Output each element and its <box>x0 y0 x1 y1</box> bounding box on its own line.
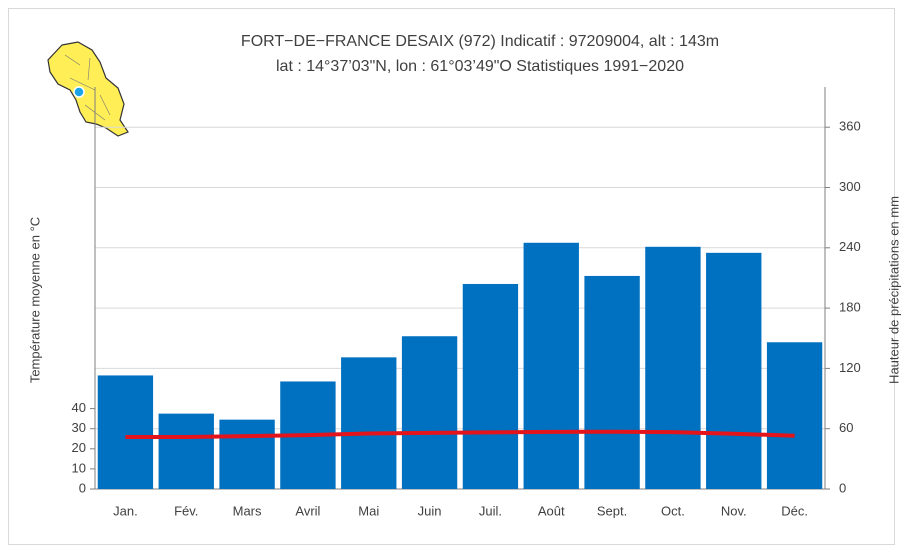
y-tick-label: 20 <box>72 440 86 455</box>
chart-title: FORT−DE−FRANCE DESAIX (972) Indicatif : … <box>241 33 719 50</box>
bar <box>645 246 701 489</box>
bar <box>341 357 397 489</box>
bar <box>523 242 579 489</box>
x-tick-label: Jan. <box>113 503 138 518</box>
line <box>125 429 795 439</box>
y-tick-label: 40 <box>72 400 86 415</box>
y2-tick-label: 60 <box>839 420 853 435</box>
x-tick-label: Avril <box>295 503 320 518</box>
x-tick-label: Juil. <box>479 503 502 518</box>
y2-tick-label: 240 <box>839 239 861 254</box>
map-icon <box>47 41 129 137</box>
y2-tick-label: 180 <box>839 300 861 315</box>
y2-tick-label: 120 <box>839 360 861 375</box>
bar <box>706 252 762 489</box>
x-tick-label: Nov. <box>721 503 747 518</box>
y2-axis-label: Hauteur de précipitations en mm <box>886 196 901 384</box>
bar <box>766 342 823 489</box>
y-axis-label: Température moyenne en °C <box>27 217 42 383</box>
x-tick-label: Oct. <box>661 503 685 518</box>
x-tick-label: Mars <box>233 503 262 518</box>
chart-subtitle: lat : 14°37’03"N, lon : 61°03’49"O Stati… <box>276 58 684 75</box>
bar <box>158 413 214 489</box>
y-tick-label: 10 <box>72 460 86 475</box>
y-tick-label: 30 <box>72 420 86 435</box>
x-tick-label: Juin <box>418 503 442 518</box>
x-tick-label: Sept. <box>597 503 627 518</box>
x-tick-label: Fév. <box>174 503 198 518</box>
y2-tick-label: 360 <box>839 119 861 134</box>
bar <box>97 375 154 489</box>
y2-tick-label: 300 <box>839 179 861 194</box>
y-tick-label: 0 <box>79 480 86 495</box>
bar <box>584 275 640 489</box>
bar <box>401 336 458 489</box>
x-tick-label: Déc. <box>781 503 808 518</box>
x-tick-label: Août <box>538 503 565 518</box>
bar <box>462 283 519 489</box>
x-tick-label: Mai <box>358 503 379 518</box>
bar <box>219 419 275 489</box>
y2-tick-label: 0 <box>839 480 846 495</box>
